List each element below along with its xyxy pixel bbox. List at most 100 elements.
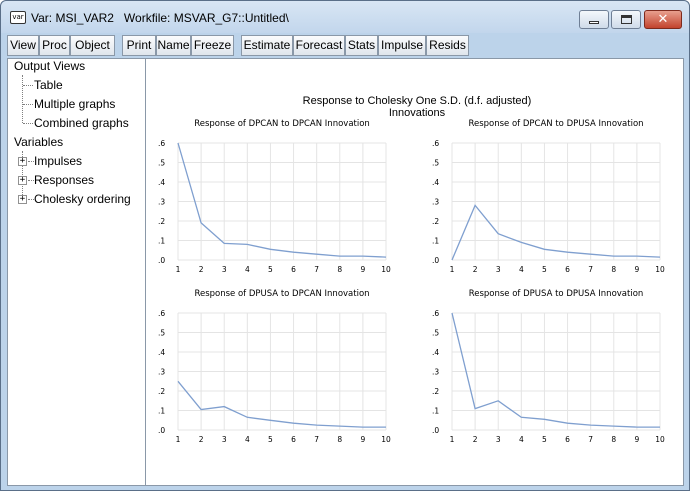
y-tick-label: .1 xyxy=(432,407,439,416)
close-icon: ✕ xyxy=(657,12,669,27)
y-tick-label: .3 xyxy=(432,198,439,207)
x-tick-label: 3 xyxy=(222,435,227,444)
minimize-button[interactable] xyxy=(579,10,609,29)
tree-item-cholesky-ordering[interactable]: Cholesky ordering xyxy=(34,192,131,206)
x-tick-label: 6 xyxy=(291,265,296,274)
x-tick-label: 5 xyxy=(268,435,273,444)
expand-cholesky-icon[interactable]: + xyxy=(18,194,27,204)
x-tick-label: 3 xyxy=(496,435,501,444)
tree-output-views[interactable]: Output Views xyxy=(14,59,86,73)
x-tick-label: 3 xyxy=(496,265,501,274)
tree-item-combined-graphs[interactable]: Combined graphs xyxy=(34,116,129,130)
x-tick-label: 7 xyxy=(314,435,319,444)
name-button[interactable]: Name xyxy=(156,35,191,56)
x-tick-label: 10 xyxy=(655,265,665,274)
print-button[interactable]: Print xyxy=(122,35,156,56)
panel-title: Response of DPCAN to DPUSA Innovation xyxy=(468,119,643,129)
y-tick-label: .3 xyxy=(158,368,165,377)
tree-item-impulses[interactable]: Impulses xyxy=(34,154,83,168)
tree-connector xyxy=(28,180,34,181)
x-tick-label: 8 xyxy=(611,265,616,274)
close-button[interactable]: ✕ xyxy=(644,10,682,29)
tree-connector xyxy=(22,75,23,123)
tree-item-responses[interactable]: Responses xyxy=(34,173,95,187)
x-tick-label: 4 xyxy=(245,435,250,444)
minimize-icon xyxy=(589,21,599,24)
response-line xyxy=(177,380,386,428)
tree-variables[interactable]: Variables xyxy=(14,135,64,149)
x-tick-label: 4 xyxy=(245,265,250,274)
maximize-icon xyxy=(621,15,632,24)
response-line xyxy=(177,142,387,258)
panel-title: Response of DPCAN to DPCAN Innovation xyxy=(194,119,370,129)
x-tick-label: 6 xyxy=(565,265,570,274)
x-tick-label: 5 xyxy=(542,265,547,274)
x-tick-label: 2 xyxy=(473,265,478,274)
expand-responses-icon[interactable]: + xyxy=(18,175,27,185)
panel-title: Response of DPUSA to DPCAN Innovation xyxy=(194,289,369,299)
y-tick-label: .6 xyxy=(432,309,439,318)
freeze-button[interactable]: Freeze xyxy=(191,35,234,56)
y-tick-label: .5 xyxy=(432,329,439,338)
x-tick-label: 2 xyxy=(473,435,478,444)
x-tick-label: 4 xyxy=(519,265,524,274)
forecast-button[interactable]: Forecast xyxy=(293,35,345,56)
y-tick-label: .3 xyxy=(158,198,165,207)
x-tick-label: 10 xyxy=(381,265,391,274)
tree-connector xyxy=(28,161,34,162)
y-tick-label: .3 xyxy=(432,368,439,377)
maximize-button[interactable] xyxy=(611,10,641,29)
y-tick-label: .6 xyxy=(158,309,165,318)
response-line xyxy=(451,312,660,428)
output-views-tree: Output Views Table Multiple graphs Combi… xyxy=(8,59,146,485)
title-bar[interactable]: var Var: MSI_VAR2 Workfile: MSVAR_G7::Un… xyxy=(1,1,689,33)
y-tick-label: .5 xyxy=(158,159,165,168)
x-tick-label: 7 xyxy=(588,265,593,274)
x-tick-label: 1 xyxy=(450,265,455,274)
x-tick-label: 6 xyxy=(291,435,296,444)
y-tick-label: .0 xyxy=(432,426,439,435)
resids-button[interactable]: Resids xyxy=(426,35,469,56)
panel-title: Response of DPUSA to DPUSA Innovation xyxy=(469,289,644,299)
charts-svg: Response of DPCAN to DPCAN Innovation .0.… xyxy=(158,119,665,444)
x-tick-label: 8 xyxy=(611,435,616,444)
x-tick-label: 1 xyxy=(176,265,181,274)
x-tick-label: 2 xyxy=(199,435,204,444)
tree-item-table[interactable]: Table xyxy=(34,78,63,92)
tree-item-multiple-graphs[interactable]: Multiple graphs xyxy=(34,97,116,111)
x-tick-label: 9 xyxy=(634,435,639,444)
content-area: Output Views Table Multiple graphs Combi… xyxy=(7,58,684,486)
x-tick-label: 10 xyxy=(655,435,665,444)
stats-button[interactable]: Stats xyxy=(345,35,378,56)
y-tick-label: .6 xyxy=(432,139,439,148)
y-tick-label: .2 xyxy=(158,217,165,226)
x-tick-label: 6 xyxy=(565,435,570,444)
proc-button[interactable]: Proc xyxy=(39,35,70,56)
y-tick-label: .0 xyxy=(158,426,165,435)
x-tick-label: 9 xyxy=(360,265,365,274)
y-tick-label: .2 xyxy=(432,217,439,226)
y-tick-label: .1 xyxy=(432,237,439,246)
x-tick-label: 9 xyxy=(634,265,639,274)
window-title: Var: MSI_VAR2 Workfile: MSVAR_G7::Untitl… xyxy=(31,11,289,25)
y-tick-label: .4 xyxy=(432,178,439,187)
y-tick-label: .0 xyxy=(158,256,165,265)
tree-connector xyxy=(28,199,34,200)
y-tick-label: .2 xyxy=(158,387,165,396)
impulse-button[interactable]: Impulse xyxy=(378,35,426,56)
x-tick-label: 7 xyxy=(314,265,319,274)
tree-connector xyxy=(22,151,23,199)
graph-main-title: Response to Cholesky One S.D. (d.f. adju… xyxy=(302,95,532,119)
var-object-icon: var xyxy=(10,11,26,24)
tree-connector xyxy=(23,104,33,105)
x-tick-label: 7 xyxy=(588,435,593,444)
y-tick-label: .1 xyxy=(158,407,165,416)
estimate-button[interactable]: Estimate xyxy=(241,35,293,56)
impulse-response-graphs[interactable]: Response to Cholesky One S.D. (d.f. adju… xyxy=(147,59,683,485)
view-button[interactable]: View xyxy=(7,35,39,56)
y-tick-label: .0 xyxy=(432,256,439,265)
expand-impulses-icon[interactable]: + xyxy=(18,156,27,166)
y-tick-label: .4 xyxy=(158,178,165,187)
object-button[interactable]: Object xyxy=(70,35,115,56)
